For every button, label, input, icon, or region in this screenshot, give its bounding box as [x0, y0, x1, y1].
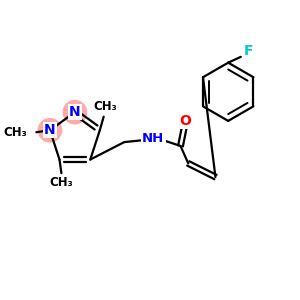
Circle shape — [63, 100, 86, 124]
Text: N: N — [44, 123, 56, 137]
Text: N: N — [69, 105, 81, 119]
Text: NH: NH — [142, 132, 164, 145]
Circle shape — [38, 118, 61, 142]
Text: F: F — [244, 44, 253, 58]
Text: CH₃: CH₃ — [50, 176, 73, 189]
Text: O: O — [179, 114, 191, 128]
Text: CH₃: CH₃ — [94, 100, 118, 113]
Text: CH₃: CH₃ — [3, 126, 27, 139]
